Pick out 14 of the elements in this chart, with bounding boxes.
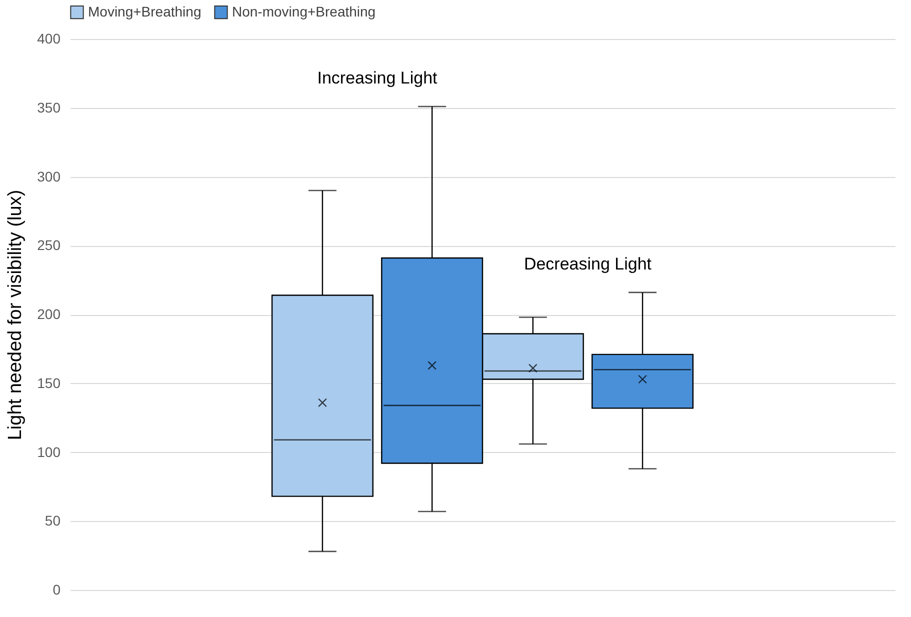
y-tick-label: 0 <box>52 582 61 598</box>
y-tick-label: 300 <box>37 168 61 184</box>
y-tick-label: 200 <box>37 306 61 322</box>
y-axis-title: Light needed for visibility (lux) <box>5 190 26 440</box>
y-tick-label: 350 <box>37 99 61 116</box>
legend-label: Moving+Breathing <box>88 3 202 20</box>
y-tick-label: 100 <box>37 444 61 460</box>
y-tick-label: 50 <box>44 512 61 529</box>
annotation: Decreasing Light <box>524 254 652 274</box>
y-tick-label: 400 <box>37 30 61 46</box>
y-tick-label: 150 <box>37 374 61 391</box>
legend-label: Non-moving+Breathing <box>232 3 376 20</box>
y-tick-label: 250 <box>37 237 61 254</box>
annotation: Increasing Light <box>317 68 438 88</box>
